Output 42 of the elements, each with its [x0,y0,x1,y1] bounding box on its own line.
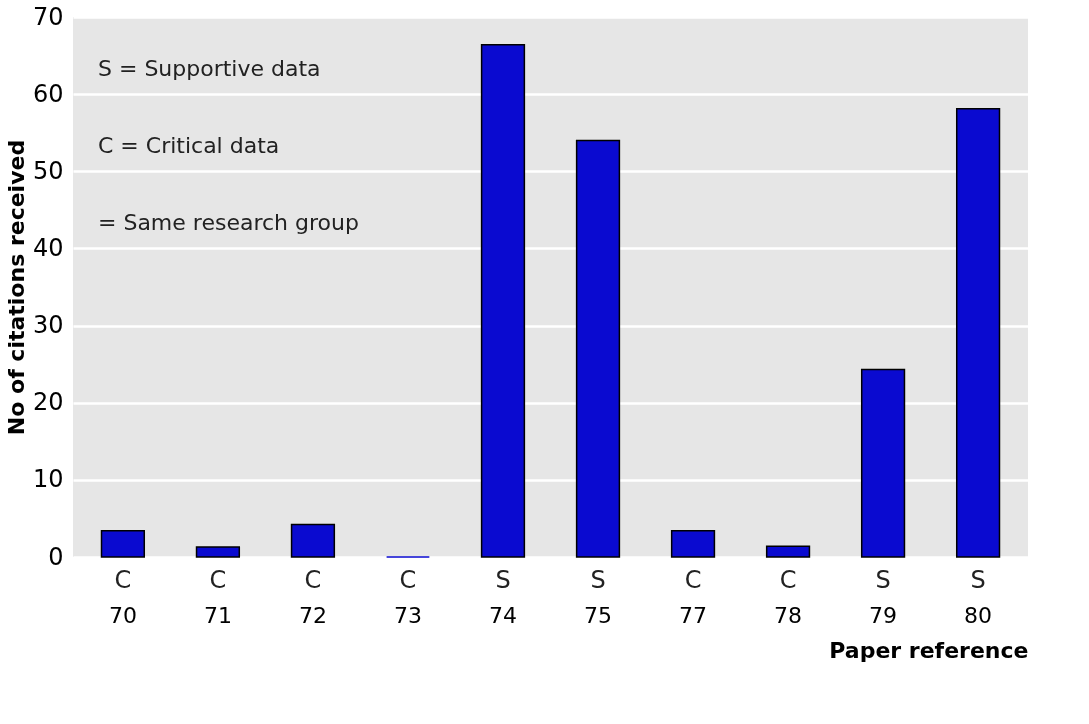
y-tick-label: 0 [48,542,64,571]
x-tick-label: 70 [108,602,137,628]
y-tick-label: 30 [32,311,64,340]
bar [100,530,146,558]
y-tick-label: 20 [32,388,64,417]
annotation: S = Supportive data [98,56,321,81]
text: C [114,566,132,594]
bar [955,108,1001,558]
x-tick-label: 80 [964,602,993,628]
text: S [590,566,606,594]
y-tick-label: 50 [32,156,64,185]
y-tick-label: 60 [32,79,64,108]
text: S [875,566,891,594]
bar [480,44,526,558]
bar [195,546,241,558]
x-tick-label: 79 [869,602,898,628]
x-tick-label: 73 [393,602,422,628]
annotation: C = Critical data [98,133,280,158]
annotation: = Same research group [98,210,359,235]
text: C [304,566,322,594]
text: C [684,566,702,594]
x-tick-label: 72 [298,602,327,628]
x-axis-title: Paper reference [829,637,1029,663]
x-tick-label: 75 [584,602,613,628]
text: C [399,566,417,594]
x-tick-label: 74 [488,602,517,628]
y-tick-label: 40 [32,233,64,262]
y-tick-label: 10 [32,465,64,494]
text: C [779,566,797,594]
y-axis-title: No of citations received [3,139,29,436]
bar [575,139,621,558]
bar [670,530,716,558]
bar [765,545,811,558]
x-tick-label: 71 [203,602,232,628]
bar [290,523,336,558]
y-tick-label: 70 [32,2,64,31]
text: S [970,566,986,594]
bar [860,368,906,558]
text: C [209,566,227,594]
x-tick-label: 77 [679,602,708,628]
x-tick-label: 78 [774,602,803,628]
text: S [495,566,511,594]
